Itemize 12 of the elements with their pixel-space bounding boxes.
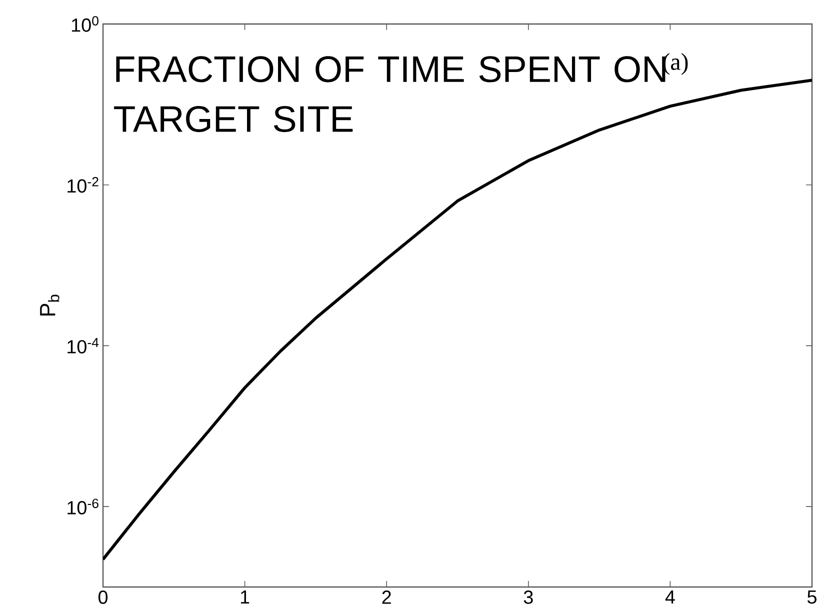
y-tick-label: 10$^{-2}$ bbox=[68, 177, 98, 193]
x-tick-label: 0 bbox=[98, 590, 108, 604]
y-tick-label: 10$^{-6}$ bbox=[68, 498, 98, 514]
x-tick-label: 5 bbox=[807, 590, 816, 604]
y-tick-label: 10$^{-4}$ bbox=[68, 338, 99, 354]
x-tick-label: 1 bbox=[240, 590, 250, 604]
x-tick-label: 2 bbox=[382, 590, 391, 604]
y-axis-title: P$_{b}$ bbox=[40, 294, 60, 316]
x-tick-label: 4 bbox=[665, 590, 675, 604]
y-tick-label: 10$^{0}$ bbox=[72, 16, 98, 32]
annotation: FRACTION OF TIME SPENT ON TARGET SITE bbox=[114, 56, 666, 132]
x-tick-label: 3 bbox=[524, 590, 533, 604]
